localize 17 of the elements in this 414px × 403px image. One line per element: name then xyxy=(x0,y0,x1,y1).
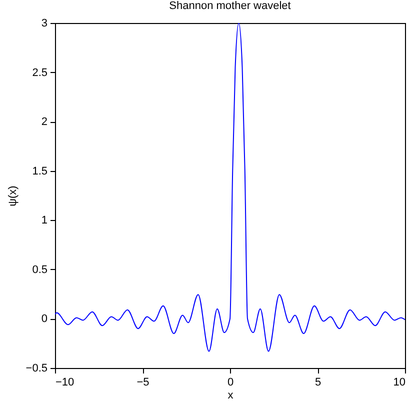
y-tick-label: 0.5 xyxy=(32,264,48,276)
x-tick-label: −10 xyxy=(56,376,74,388)
y-tick-label: 1 xyxy=(41,214,48,227)
y-tick-label: 2 xyxy=(41,116,48,128)
x-tick-label: 5 xyxy=(314,376,322,388)
x-tick-label: 0 xyxy=(227,376,234,388)
y-tick-label: 3 xyxy=(41,18,48,30)
x-tick-label: −5 xyxy=(136,376,150,388)
chart-title: Shannon mother wavelet xyxy=(169,0,291,12)
line-series xyxy=(55,23,405,352)
y-tick-label: 1.5 xyxy=(32,165,48,178)
y-tick-label: 0 xyxy=(41,313,48,326)
y-tick-label: 2.5 xyxy=(32,66,48,79)
y-tick-label: −0.5 xyxy=(26,362,48,374)
x-tick-label: 10 xyxy=(393,376,406,388)
y-axis-title: ψ(x) xyxy=(6,186,19,206)
x-axis-title: x xyxy=(228,390,234,402)
